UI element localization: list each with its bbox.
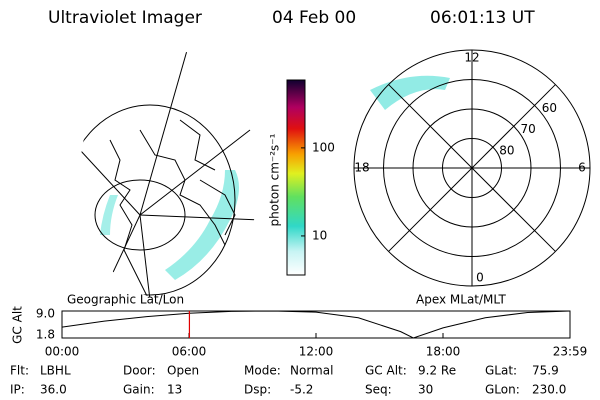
info-value: 75.9 (532, 364, 559, 378)
y-tick-label: 9.0 (36, 307, 55, 321)
time: 06:01:13 UT (430, 8, 535, 28)
altitude-curve (61, 310, 571, 339)
info-value: Open (167, 364, 199, 378)
info-label: Flt: (10, 364, 29, 378)
y-tick-label: 1.8 (36, 328, 55, 342)
info-label: Seq: (365, 383, 392, 397)
info-value: 36.0 (40, 383, 67, 397)
x-tick-label: 00:00 (45, 345, 80, 359)
colorbar (286, 79, 306, 276)
mlt-label: 0 (476, 271, 484, 285)
info-label: GLat: (485, 364, 517, 378)
x-tick-label: 23:59 (553, 345, 588, 359)
x-tick-label: 06:00 (172, 345, 207, 359)
mlt-label: 12 (464, 51, 479, 65)
info-label: Dsp: (244, 383, 271, 397)
right-panel-label: Apex MLat/MLT (416, 293, 506, 307)
info-label: IP: (10, 383, 25, 397)
x-tick-label: 12:00 (299, 345, 334, 359)
info-label: Mode: (244, 364, 281, 378)
ring-label: 80 (499, 143, 514, 157)
mlt-label: 18 (354, 161, 369, 175)
info-value: 9.2 Re (418, 364, 456, 378)
ring-label: 60 (542, 101, 557, 115)
altitude-ylabel: GC Alt (11, 306, 25, 344)
mlt-label: 6 (578, 161, 586, 175)
info-value: 230.0 (532, 383, 566, 397)
info-label: GLon: (485, 383, 520, 397)
info-label: Gain: (123, 383, 155, 397)
left-panel-label: Geographic Lat/Lon (67, 293, 184, 307)
date: 04 Feb 00 (272, 8, 356, 28)
info-value: 13 (167, 383, 182, 397)
info-label: Door: (123, 364, 156, 378)
info-value: 30 (418, 383, 433, 397)
info-value: LBHL (40, 364, 71, 378)
colorbar-tick-label: 100 (312, 140, 335, 154)
info-value: -5.2 (290, 383, 313, 397)
colorbar-label: photon cm⁻²s⁻¹ (268, 133, 282, 226)
info-label: GC Alt: (365, 364, 407, 378)
instrument: Ultraviolet Imager (48, 8, 202, 28)
ring-label: 70 (520, 122, 535, 136)
geographic-map (80, 50, 260, 300)
info-value: Normal (290, 364, 333, 378)
x-tick-label: 18:00 (426, 345, 461, 359)
colorbar-tick-label: 10 (312, 228, 327, 242)
